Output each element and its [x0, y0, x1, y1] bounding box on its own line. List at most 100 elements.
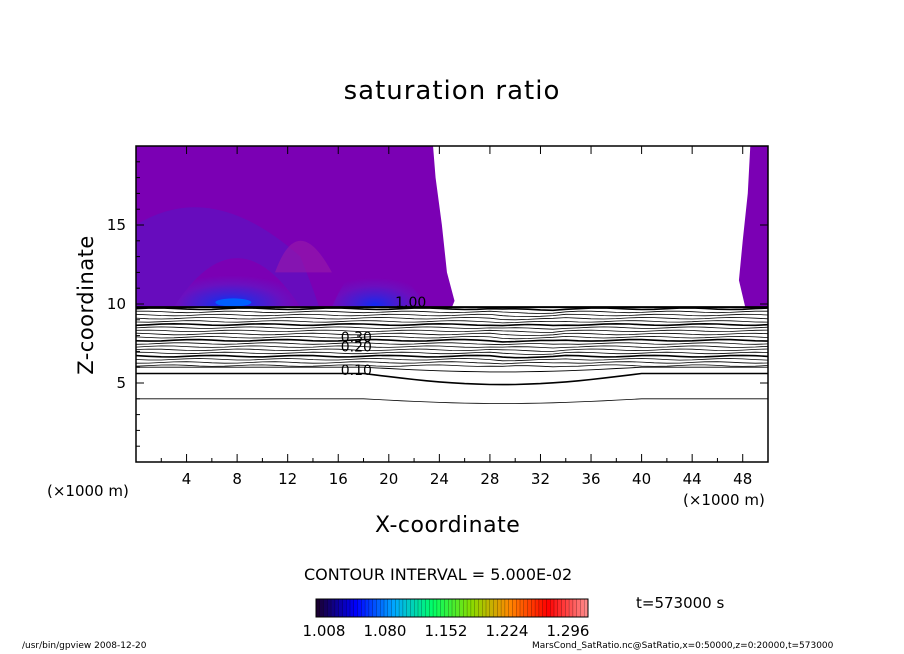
colorbar-stripe	[542, 599, 547, 617]
colorbar-stripe	[433, 599, 438, 617]
colorbar: 1.008 1.080 1.152 1.224 1.296	[303, 598, 590, 640]
colorbar-tick-label: 1.296	[547, 622, 590, 640]
colorbar-tick-label: 1.080	[364, 622, 407, 640]
colorbar-stripe	[520, 599, 525, 617]
colorbar-tick-label: 1.152	[425, 622, 468, 640]
colorbar-stripe	[334, 599, 339, 617]
colorbar-stripe	[489, 599, 494, 617]
contour-fill-core	[215, 298, 252, 307]
contour-line	[135, 348, 769, 352]
colorbar-stripe	[572, 599, 577, 617]
contour-line	[136, 366, 768, 373]
contour-labels-layer: 0.10 0.200.30 1.00	[341, 295, 427, 379]
x-axis-label: X-coordinate	[375, 513, 521, 538]
colorbar-stripe	[467, 599, 472, 617]
contour-line	[136, 310, 768, 314]
x-tick-label: 44	[683, 470, 702, 488]
colorbar-stripe	[486, 599, 491, 617]
contour-fill-dome-right	[331, 262, 427, 308]
colorbar-stripe	[425, 599, 430, 617]
heatmap-fill-layer	[136, 146, 768, 308]
colorbar-stripe	[361, 599, 366, 617]
colorbar-stripe	[399, 599, 404, 617]
contour-lines-layer	[135, 306, 769, 404]
colorbar-stripe	[512, 599, 517, 617]
y-tick-label: 5	[116, 374, 126, 392]
contour-line	[135, 322, 769, 327]
contour-line	[135, 313, 769, 318]
colorbar-stripe	[516, 599, 521, 617]
contour-line	[136, 372, 768, 386]
colorbar-stripe	[448, 599, 453, 617]
colorbar-stripe	[546, 599, 551, 617]
y-tick-label: 15	[107, 216, 126, 234]
contour-label: 1.00	[395, 295, 426, 311]
x-tick-label: 8	[232, 470, 242, 488]
colorbar-stripe	[459, 599, 464, 617]
colorbar-stripe	[561, 599, 566, 617]
colorbar-stripe	[319, 599, 324, 617]
x-unit-left: (×1000 m)	[47, 482, 129, 500]
colorbar-stripe	[402, 599, 407, 617]
colorbar-stripe	[452, 599, 457, 617]
colorbar-stripe	[550, 599, 555, 617]
contour-line	[135, 342, 769, 346]
colorbar-stripe	[342, 599, 347, 617]
colorbar-stripe	[376, 599, 381, 617]
colorbar-stripe	[418, 599, 423, 617]
shaded-region-right	[738, 146, 768, 308]
x-unit-right: (×1000 m)	[683, 491, 765, 509]
footer-right: MarsCond_SatRatio.nc@SatRatio,x=0:50000,…	[532, 641, 834, 651]
x-tick-label: 32	[531, 470, 550, 488]
colorbar-stripe	[504, 599, 509, 617]
colorbar-stripe	[478, 599, 483, 617]
contour-line	[135, 345, 769, 349]
contour-line	[135, 361, 769, 365]
colorbar-stripe	[327, 599, 332, 617]
colorbar-stripe	[531, 599, 536, 617]
contour-fill-magenta	[275, 240, 332, 273]
colorbar-stripe	[493, 599, 498, 617]
colorbar-stripe	[323, 599, 328, 617]
colorbar-stripe	[316, 599, 321, 617]
contour-line	[135, 317, 769, 321]
contour-line	[135, 364, 769, 368]
contour-line	[135, 335, 769, 340]
contour-label: 0.10	[341, 363, 372, 379]
colorbar-stripe	[406, 599, 411, 617]
colorbar-stripe	[463, 599, 468, 617]
colorbar-stripe	[353, 599, 358, 617]
colorbar-stripe	[331, 599, 336, 617]
colorbar-stripe	[380, 599, 385, 617]
contour-label: 0.30	[341, 330, 372, 346]
contour-fill-dome-left	[173, 258, 301, 308]
contour-line	[135, 354, 769, 359]
colorbar-stripe	[395, 599, 400, 617]
colorbar-stripe	[535, 599, 540, 617]
colorbar-stripe	[501, 599, 506, 617]
contour-label: 0.20	[341, 339, 372, 355]
colorbar-stripe	[474, 599, 479, 617]
contour-line	[135, 320, 769, 324]
colorbar-stripe	[538, 599, 543, 617]
chart-title: saturation ratio	[343, 76, 561, 106]
x-tick-label: 36	[581, 470, 600, 488]
x-tick-label: 28	[480, 470, 499, 488]
x-tick-label: 20	[379, 470, 398, 488]
colorbar-stripe	[440, 599, 445, 617]
contour-line	[135, 338, 769, 343]
colorbar-stripe	[414, 599, 419, 617]
contour-line	[135, 332, 769, 337]
contour-line	[135, 307, 769, 312]
colorbar-stripe	[421, 599, 426, 617]
colorbar-stripe	[410, 599, 415, 617]
colorbar-stripe	[580, 599, 585, 617]
colorbar-stripe	[576, 599, 581, 617]
colorbar-stripe	[372, 599, 377, 617]
x-tick-label: 4	[182, 470, 192, 488]
colorbar-stripe	[357, 599, 362, 617]
colorbar-tick-label: 1.224	[486, 622, 529, 640]
colorbar-stripe	[455, 599, 460, 617]
